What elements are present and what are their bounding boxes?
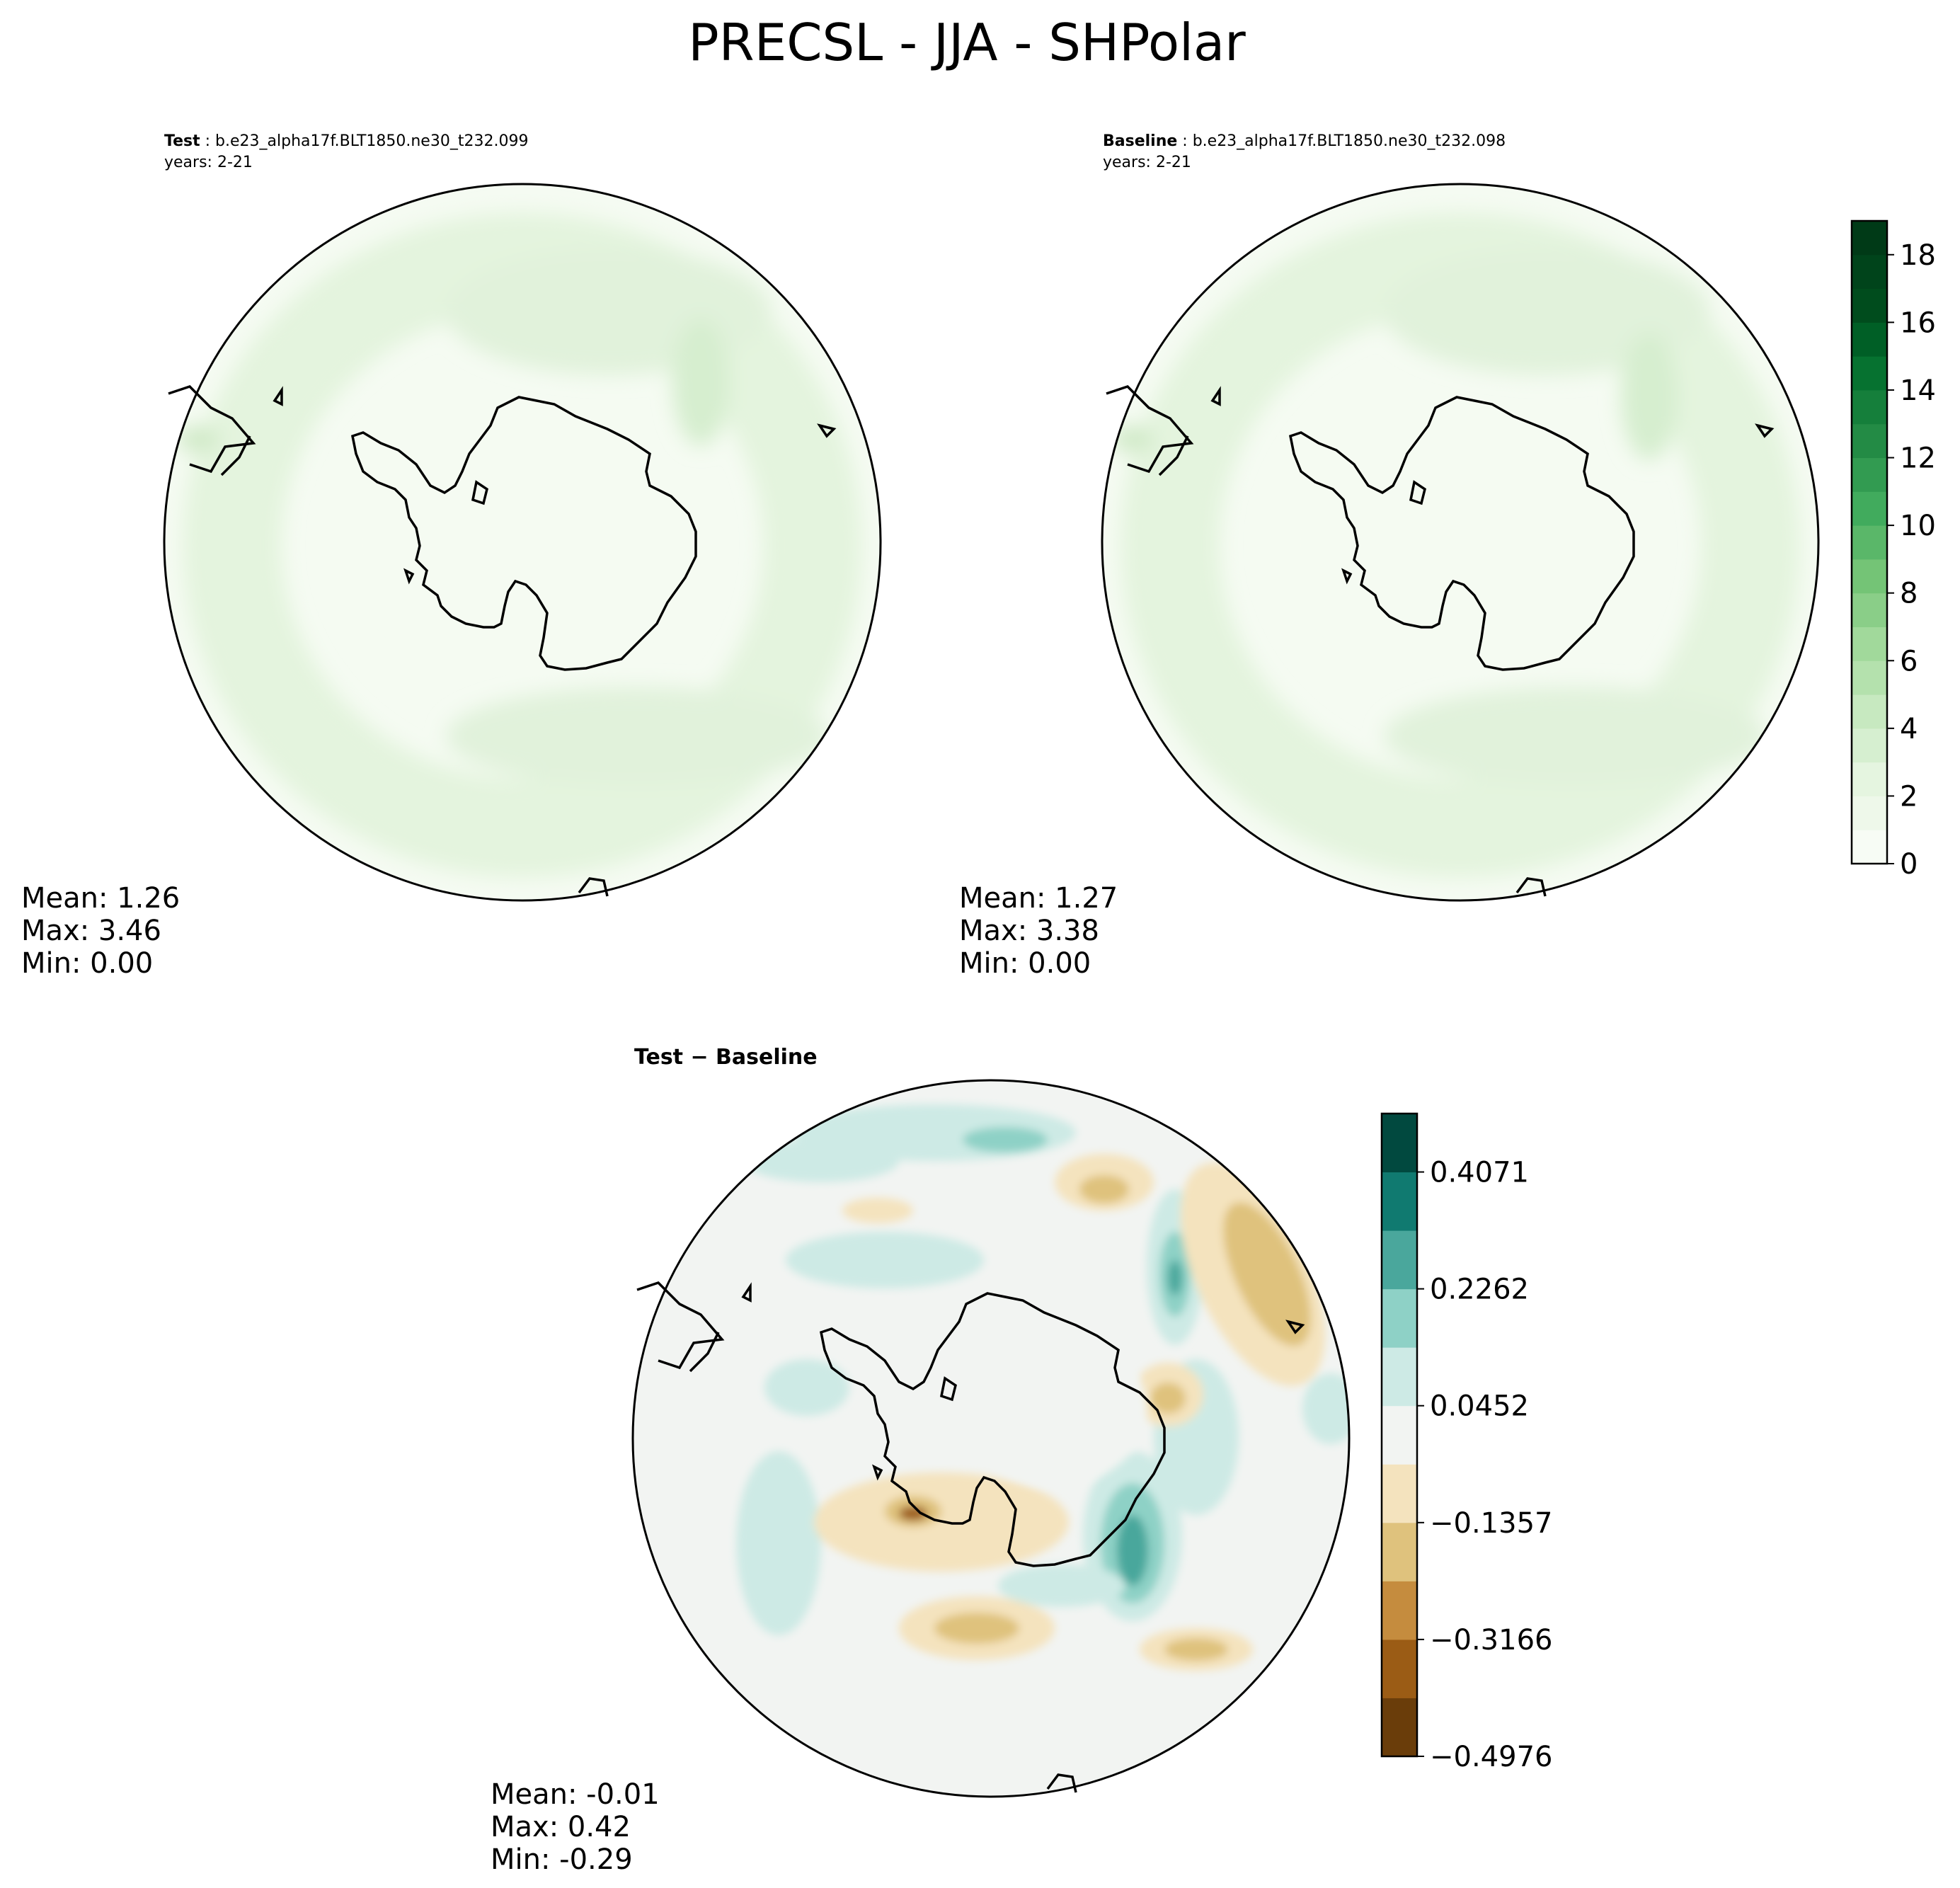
colorbar-precip-segment [1852,593,1887,627]
colorbar-precip-tick-label: 10 [1900,510,1936,542]
diff-map [633,1080,1349,1797]
colorbar-difference-frame [1380,1112,1419,1758]
colorbar-precip-tick-label: 12 [1900,442,1936,475]
colorbar-difference-tick-label: 0.2262 [1430,1274,1529,1306]
colorbar-precip: 0 2 4 6 8 10 12 14 16 18 [1850,219,1936,881]
colorbar-precip-tick-label: 4 [1900,713,1918,745]
colorbar-difference-tick-label: 0.4071 [1430,1157,1529,1189]
colorbar-precip-segment [1852,762,1887,796]
colorbar-difference-segment [1382,1522,1417,1581]
test-stat-min: Min: 0.00 [21,947,153,980]
baseline-stat-max: Max: 3.38 [959,915,1099,947]
figure-title: PRECSL - JJA - SHPolar [688,13,1246,72]
colorbar-precip-segment [1852,728,1887,763]
test-stat-mean: Mean: 1.26 [21,882,180,915]
colorbar-precip-segment [1852,559,1887,594]
baseline-stat-min: Min: 0.00 [959,947,1091,980]
colorbar-difference: −0.4976 −0.3166 −0.1357 0.0452 0.2262 0.4071 [1380,1112,1552,1773]
colorbar-precip-segment [1852,356,1887,391]
diff-stat-max: Max: 0.42 [491,1811,631,1843]
svg-text:Baseline : b.e23_alpha17f.BLT1: Baseline : b.e23_alpha17f.BLT1850.ne30_t… [1103,132,1506,150]
baseline-map [1102,184,1818,900]
test-stat-max: Max: 3.46 [21,915,161,947]
diff-title: Test − Baseline [634,1045,818,1070]
diff-stat-min: Min: -0.29 [491,1843,633,1876]
colorbar-difference-tick-label: −0.4976 [1430,1741,1552,1773]
colorbar-precip-segment [1852,254,1887,290]
colorbar-precip-tick-label: 18 [1900,239,1936,272]
colorbar-precip-tick-label: 6 [1900,645,1918,677]
test-years: years: 2-21 [164,154,253,171]
colorbar-precip-tick-label: 0 [1900,848,1918,881]
colorbar-precip-segment [1852,660,1887,695]
colorbar-precip-segment [1852,627,1887,661]
colorbar-precip-segment [1852,491,1887,526]
colorbar-difference-segment [1382,1230,1417,1290]
colorbar-difference-segment [1382,1288,1417,1348]
colorbar-difference-segment [1382,1347,1417,1407]
colorbar-precip-segment [1852,389,1887,425]
panel-test: Test : b.e23_alpha17f.BLT1850.ne30_t232.… [21,132,882,980]
colorbar-precip-segment [1852,423,1887,459]
colorbar-precip-segment [1852,322,1887,357]
colorbar-difference-segment [1382,1405,1417,1465]
colorbar-precip-segment [1852,694,1887,729]
colorbar-precip-tick-label: 16 [1900,307,1936,339]
diff-coastline [636,1281,1305,1793]
baseline-stat-mean: Mean: 1.27 [959,882,1118,915]
colorbar-difference-segment [1382,1464,1417,1523]
colorbar-precip-segment [1852,288,1887,323]
colorbar-difference-segment [1382,1172,1417,1231]
baseline-map-boundary [1101,183,1820,902]
colorbar-precip-tick-label: 14 [1900,374,1936,407]
colorbar-difference-tick-label: −0.3166 [1430,1624,1552,1657]
panel-difference: Test − Baseline [491,1045,1351,1876]
diff-stat-mean: Mean: -0.01 [491,1778,660,1811]
baseline-years: years: 2-21 [1103,154,1191,171]
colorbar-precip-segment [1852,457,1887,492]
baseline-coastline [1106,384,1775,897]
svg-text:Test : b.e23_alpha17f.BLT1850.: Test : b.e23_alpha17f.BLT1850.ne30_t232.… [164,132,528,150]
test-map-boundary [163,183,882,902]
baseline-case-name: : b.e23_alpha17f.BLT1850.ne30_t232.098 [1177,132,1506,150]
diff-map-boundary [631,1079,1351,1798]
test-case-name: : b.e23_alpha17f.BLT1850.ne30_t232.099 [200,132,529,150]
colorbar-precip-segment [1852,830,1887,864]
colorbar-precip-segment [1852,525,1887,560]
colorbar-difference-segment [1382,1639,1417,1698]
test-coastline [168,384,837,897]
colorbar-difference-segment [1382,1114,1417,1173]
colorbar-difference-segment [1382,1581,1417,1640]
colorbar-difference-tick-label: −0.1357 [1430,1507,1552,1540]
test-label: Test [164,132,200,150]
panel-baseline: Baseline : b.e23_alpha17f.BLT1850.ne30_t… [959,132,1820,980]
colorbar-difference-tick-label: 0.0452 [1430,1390,1529,1423]
test-map [164,184,881,900]
colorbar-precip-tick-label: 2 [1900,780,1918,813]
colorbar-precip-frame [1850,219,1889,865]
colorbar-difference-segment [1382,1698,1417,1757]
colorbar-precip-tick-label: 8 [1900,578,1918,610]
baseline-label: Baseline [1103,132,1177,150]
colorbar-precip-segment [1852,221,1887,256]
colorbar-precip-segment [1852,796,1887,830]
